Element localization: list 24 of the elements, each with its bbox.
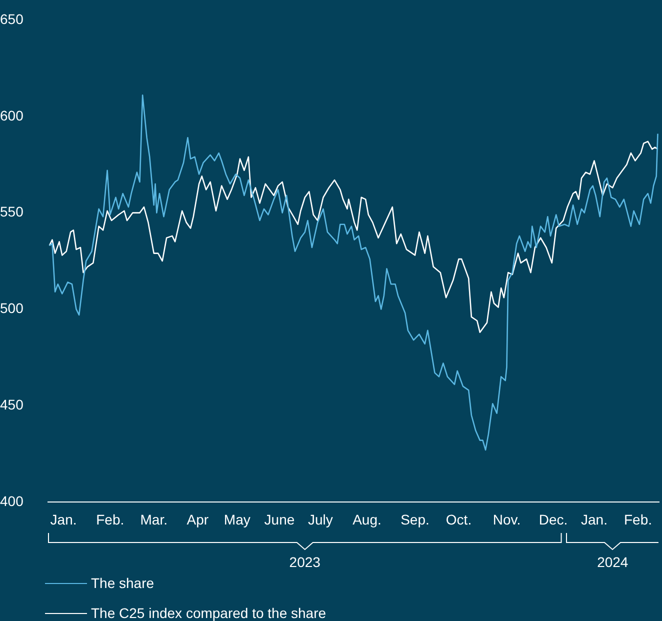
x-tick-label: Jan. <box>581 511 608 528</box>
x-tick-label: Nov. <box>492 511 521 528</box>
y-tick-label: 450 <box>0 396 24 412</box>
x-tick-label: June <box>264 511 295 528</box>
x-tick-label: Mar. <box>140 511 168 528</box>
legend-label: The C25 index compared to the share <box>91 605 326 621</box>
x-tick-label: Oct. <box>446 511 472 528</box>
y-tick-label: 500 <box>0 300 24 316</box>
y-tick-label: 600 <box>0 107 24 124</box>
legend-label: The share <box>91 575 154 591</box>
x-tick-label: Sep. <box>400 511 430 528</box>
x-tick-label: Jan. <box>50 511 77 528</box>
x-tick-label: Feb. <box>624 511 652 528</box>
x-tick-label: Dec. <box>538 511 568 528</box>
x-tick-label: July <box>308 511 333 528</box>
x-tick-label: Aug. <box>352 511 382 528</box>
y-tick-label: 650 <box>0 10 24 27</box>
x-tick-label: Apr <box>186 511 209 528</box>
text: 2023 <box>288 554 322 570</box>
y-tick-label: 400 <box>0 492 24 509</box>
y-tick-label: 550 <box>0 204 24 220</box>
x-tick-label: Feb. <box>96 511 124 528</box>
x-tick-label: May <box>224 511 250 528</box>
text: 2024 <box>596 554 630 570</box>
